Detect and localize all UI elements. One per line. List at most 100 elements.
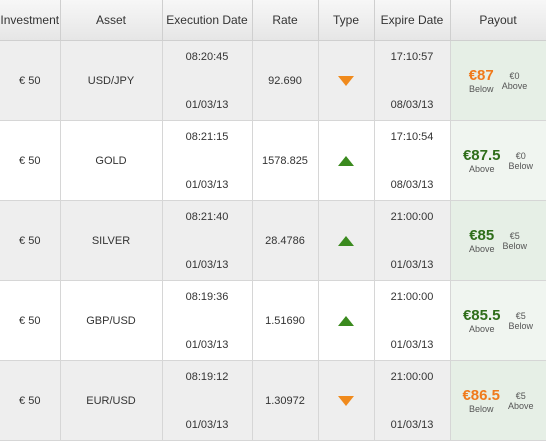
table-header: Investment Asset Execution Date Rate Typ… [0,0,546,41]
table-row[interactable]: € 50 EUR/USD 08:19:12 01/03/13 1.30972 21:00:… [0,360,546,441]
expire-date: 08/03/13 [390,98,434,111]
triangle-up-icon [338,155,354,166]
expire-date: 01/03/13 [390,418,434,431]
rate-cell: 1.51690 [252,280,319,361]
payout-amount: €85 [469,226,495,244]
rate-cell: 28.4786 [252,200,319,281]
type-cell [318,200,375,281]
execution-cell: 08:21:40 01/03/13 [162,200,253,281]
expire-time: 21:00:00 [390,370,434,383]
payout-amount: €85.5 [462,306,501,324]
expire-cell: 17:10:54 08/03/13 [374,120,451,201]
header-asset[interactable]: Asset [60,0,163,41]
rate-value: 92.690 [268,74,302,87]
alt-payout-amount: €5 [509,230,520,241]
payout-amount: €87 [468,66,494,84]
expire-time: 21:00:00 [390,210,434,223]
payout-direction: Below [468,83,494,94]
payout-cell: €87.5 Above €0 Below [450,120,546,201]
execution-cell: 08:19:36 01/03/13 [162,280,253,361]
table-row[interactable]: € 50 SILVER 08:21:40 01/03/13 28.4786 21:00:0… [0,200,546,281]
investment-cell: € 50 [0,280,61,361]
expire-cell: 21:00:00 01/03/13 [374,200,451,281]
payout-cell: €85.5 Above €5 Below [450,280,546,361]
payout-cell: €85 Above €5 Below [450,200,546,281]
payout-direction: Below [468,403,494,414]
investment-cell: € 50 [0,40,61,121]
investment-cell: € 50 [0,200,61,281]
alt-payout-direction: Below [508,320,534,331]
execution-time: 08:19:12 [185,370,229,383]
execution-cell: 08:21:15 01/03/13 [162,120,253,201]
execution-time: 08:19:36 [185,290,229,303]
expire-time: 17:10:57 [390,50,434,63]
triangle-up-icon [338,315,354,326]
expire-date: 01/03/13 [390,258,434,271]
payout-cell: €87 Below €0 Above [450,40,546,121]
type-cell [318,280,375,361]
asset-name: EUR/USD [86,394,136,407]
expire-time: 17:10:54 [390,130,434,143]
type-cell [318,40,375,121]
asset-cell: GOLD [60,120,163,201]
expire-cell: 21:00:00 01/03/13 [374,280,451,361]
alt-payout-direction: Above [501,80,528,91]
expire-date: 08/03/13 [390,178,434,191]
table-row[interactable]: € 50 GOLD 08:21:15 01/03/13 1578.825 17:10:54… [0,120,546,201]
expire-cell: 21:00:00 01/03/13 [374,360,451,441]
triangle-down-icon [338,75,354,86]
investment-value: € 50 [19,394,41,407]
asset-cell: USD/JPY [60,40,163,121]
asset-name: GOLD [95,154,127,167]
asset-cell: SILVER [60,200,163,281]
alt-payout-amount: €0 [509,70,520,81]
alt-payout-amount: €0 [515,150,526,161]
execution-date: 01/03/13 [185,338,229,351]
asset-name: GBP/USD [86,314,136,327]
expire-time: 21:00:00 [390,290,434,303]
payout-amount: €86.5 [462,386,500,404]
header-payout[interactable]: Payout [450,0,546,41]
execution-time: 08:21:40 [185,210,229,223]
investment-value: € 50 [19,314,41,327]
execution-date: 01/03/13 [185,98,229,111]
header-type[interactable]: Type [318,0,375,41]
type-cell [318,120,375,201]
investment-value: € 50 [19,154,41,167]
payout-cell: €86.5 Below €5 Above [450,360,546,441]
alt-payout-direction: Above [508,400,534,411]
header-investment[interactable]: Investment [0,0,61,41]
rate-cell: 1578.825 [252,120,319,201]
triangle-up-icon [338,235,354,246]
table-row[interactable]: € 50 USD/JPY 08:20:45 01/03/13 92.690 17:10:5… [0,40,546,121]
investment-cell: € 50 [0,360,61,441]
header-execution-date[interactable]: Execution Date [162,0,253,41]
execution-cell: 08:19:12 01/03/13 [162,360,253,441]
rate-cell: 1.30972 [252,360,319,441]
execution-date: 01/03/13 [185,178,229,191]
expire-cell: 17:10:57 08/03/13 [374,40,451,121]
execution-date: 01/03/13 [185,258,229,271]
alt-payout-direction: Below [502,240,528,251]
rate-value: 1578.825 [262,154,308,167]
alt-payout-amount: €5 [515,310,526,321]
expire-date: 01/03/13 [390,338,434,351]
rate-value: 28.4786 [265,234,305,247]
triangle-down-icon [338,395,354,406]
execution-time: 08:20:45 [185,50,229,63]
rate-value: 1.30972 [265,394,305,407]
rate-value: 1.51690 [265,314,305,327]
investment-value: € 50 [19,74,41,87]
investment-cell: € 50 [0,120,61,201]
table-row[interactable]: € 50 GBP/USD 08:19:36 01/03/13 1.51690 21:00:… [0,280,546,361]
execution-date: 01/03/13 [185,418,229,431]
asset-name: USD/JPY [87,74,135,87]
payout-direction: Above [468,163,495,174]
asset-cell: GBP/USD [60,280,163,361]
header-expire-date[interactable]: Expire Date [374,0,451,41]
execution-cell: 08:20:45 01/03/13 [162,40,253,121]
alt-payout-amount: €5 [515,390,526,401]
header-rate[interactable]: Rate [252,0,319,41]
asset-cell: EUR/USD [60,360,163,441]
